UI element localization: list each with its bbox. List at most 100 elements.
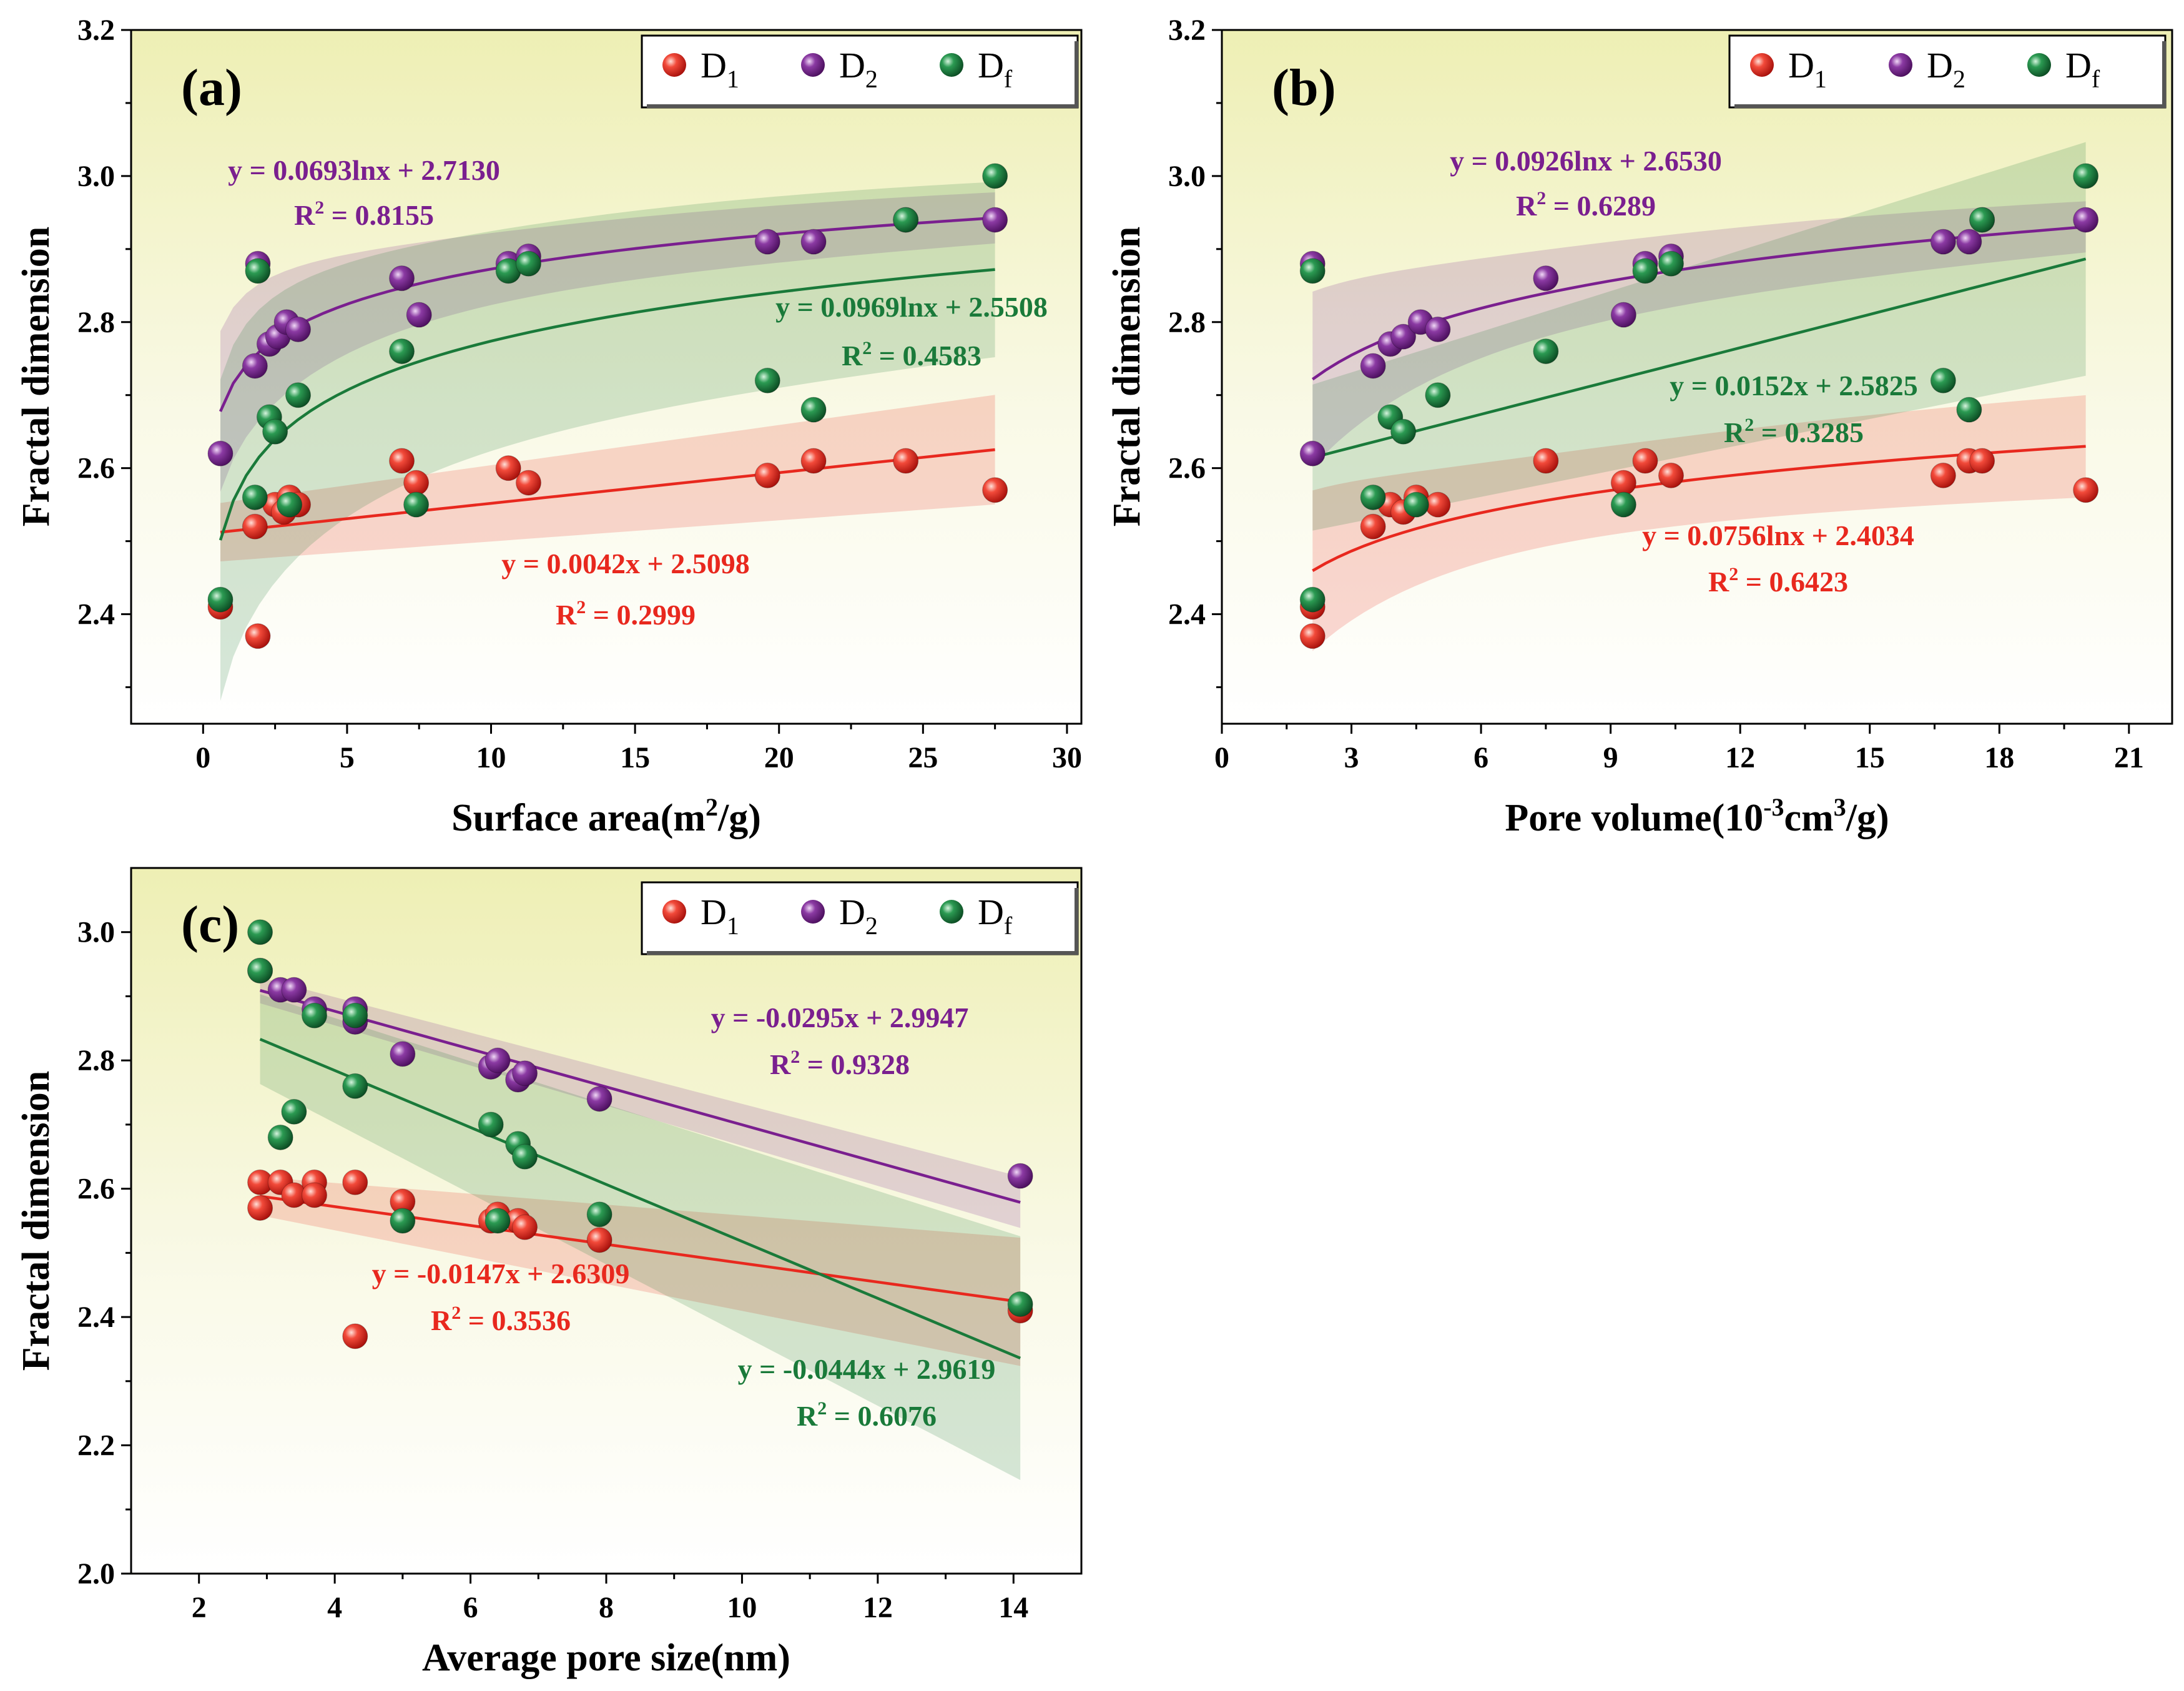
data-point-Df: [512, 1143, 538, 1170]
data-point-D2: [1930, 229, 1956, 255]
data-point-D2: [800, 229, 827, 255]
data-point-D1: [302, 1182, 328, 1208]
data-point-Df: [586, 1201, 612, 1228]
fit-equation-Df: y = 0.0152x + 2.5825: [1670, 370, 1917, 402]
data-point-Df: [485, 1208, 511, 1234]
y-tick-label: 2.2: [77, 1429, 115, 1462]
data-point-D1: [403, 470, 430, 496]
x-tick-label: 10: [727, 1591, 757, 1624]
data-point-D2: [389, 265, 415, 292]
legend-marker-D2: [801, 900, 825, 924]
data-point-D2: [242, 353, 268, 379]
data-point-Df: [1930, 367, 1956, 393]
data-point-D1: [1299, 623, 1326, 649]
data-point-Df: [1533, 338, 1559, 365]
x-tick-label: 6: [1473, 741, 1488, 774]
y-axis-title: Fractal dimension: [15, 1071, 57, 1371]
legend: D1 D2 Df: [641, 34, 1079, 109]
legend-label-D1: D1: [701, 45, 739, 93]
plot-frame: [130, 29, 1083, 725]
x-tick-label: 0: [195, 741, 210, 774]
confidence-band-Df: [260, 994, 1021, 1481]
fit-equation-Df: y = 0.0969lnx + 2.5508: [775, 291, 1048, 323]
legend-label-D2: D2: [839, 892, 878, 940]
data-point-D2: [1390, 323, 1417, 350]
data-point-Df: [342, 1002, 368, 1028]
r-squared-D1: R2 = 0.3536: [431, 1303, 571, 1336]
r-squared-Df: R2 = 0.3285: [1724, 415, 1864, 448]
x-tick-label: 15: [1855, 741, 1885, 774]
legend-box: [1728, 34, 2167, 109]
x-tick-label: 14: [998, 1591, 1028, 1624]
fit-equation-D1: y = 0.0042x + 2.5098: [501, 548, 749, 579]
x-tick-label: 20: [764, 741, 794, 774]
x-tick-label: 8: [599, 1591, 614, 1624]
data-point-Df: [1299, 586, 1326, 613]
legend-label-Df: Df: [978, 892, 1013, 940]
data-point-Df: [262, 418, 288, 445]
legend-label-D2: D2: [1927, 45, 1965, 93]
data-point-D1: [586, 1227, 612, 1253]
data-point-D2: [586, 1086, 612, 1112]
fit-equation-Df: y = -0.0444x + 2.9619: [738, 1353, 996, 1385]
panel-label: (b): [1272, 59, 1336, 117]
data-point-Df: [1610, 491, 1636, 518]
data-point-D1: [242, 513, 268, 540]
fit-line-D2: [219, 216, 995, 412]
data-point-Df: [1360, 484, 1386, 510]
data-point-Df: [1390, 418, 1417, 445]
data-point-Df: [267, 1124, 293, 1150]
data-point-D1: [512, 1214, 538, 1240]
r-squared-Df: R2 = 0.6076: [797, 1398, 937, 1432]
confidence-band-D2: [220, 192, 995, 492]
x-tick-label: 30: [1052, 741, 1082, 774]
panel-a: 0 5 10 15 20 25 30 2.4 2.6 2.8 3.0 3.2 (a) Surface …: [15, 14, 1083, 839]
data-point-Df: [281, 1098, 307, 1125]
data-point-Df: [390, 1208, 416, 1234]
data-point-D2: [207, 440, 234, 466]
x-tick-label: 12: [1725, 741, 1755, 774]
legend-label-D1: D1: [701, 892, 739, 940]
r-squared-D1: R2 = 0.2999: [556, 597, 696, 631]
y-axis-title: Fractal dimension: [1106, 227, 1148, 526]
y-tick-label: 2.4: [77, 1301, 115, 1334]
data-point-D1: [342, 1169, 368, 1195]
legend-marker-D2: [801, 53, 825, 77]
r-squared-D2: R2 = 0.8155: [294, 197, 434, 231]
data-point-D1: [1969, 448, 1995, 474]
legend-marker-D1: [1750, 53, 1774, 77]
x-tick-label: 6: [463, 1591, 478, 1624]
confidence-band-Df: [1312, 142, 2086, 531]
data-point-Df: [1658, 250, 1684, 277]
data-point-D2: [285, 316, 312, 342]
legend-marker-Df: [940, 53, 963, 77]
data-point-D1: [1930, 462, 1956, 488]
legend-box: [641, 34, 1079, 109]
fit-line-Df: [1312, 257, 2087, 459]
fit-equation-D2: y = 0.0693lnx + 2.7130: [228, 154, 500, 186]
data-point-Df: [1403, 491, 1429, 518]
x-tick-label: 21: [2114, 741, 2144, 774]
legend-label-Df: Df: [978, 45, 1013, 93]
fit-line-D1: [260, 1195, 1021, 1304]
data-point-D1: [245, 623, 271, 649]
y-tick-label: 2.0: [77, 1557, 115, 1590]
fit-equation-D1: y = 0.0756lnx + 2.4034: [1642, 520, 1914, 551]
data-point-Df: [285, 382, 312, 408]
data-point-Df: [1299, 258, 1326, 284]
data-point-D2: [406, 302, 432, 328]
data-point-D1: [754, 462, 780, 488]
x-tick-label: 9: [1603, 741, 1618, 774]
r-squared-D2: R2 = 0.9328: [770, 1047, 910, 1080]
data-point-Df: [207, 586, 234, 613]
data-point-Df: [242, 484, 268, 510]
data-point-Df: [247, 919, 273, 945]
data-point-D2: [2073, 207, 2099, 233]
fit-equation-D2: y = -0.0295x + 2.9947: [711, 1002, 969, 1033]
data-point-D2: [485, 1047, 511, 1073]
data-point-D1: [495, 455, 521, 481]
fit-line-Df: [219, 268, 995, 541]
data-point-Df: [754, 367, 780, 393]
data-point-Df: [403, 491, 430, 518]
fit-line-D2: [259, 988, 1021, 1204]
